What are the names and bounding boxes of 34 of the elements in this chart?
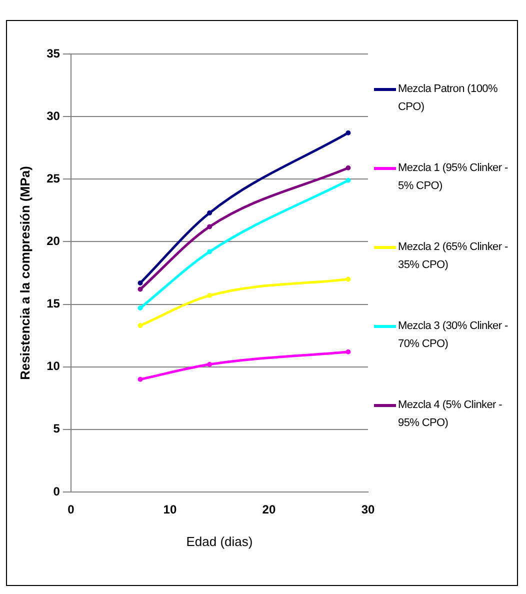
- point: [346, 165, 351, 170]
- legend-label: Mezcla 4 (5% Clinker - 95% CPO): [398, 398, 504, 431]
- legend-label: Mezcla 2 (65% Clinker - 35% CPO): [398, 240, 509, 273]
- point: [138, 376, 143, 382]
- x-axis-title: Edad (dias): [186, 534, 253, 549]
- point: [207, 293, 212, 298]
- point: [207, 249, 212, 254]
- legend-label: Mezcla 1 (95% Clinker - 5% CPO): [398, 161, 509, 194]
- x-tick-label: 0: [68, 502, 75, 517]
- point: [346, 178, 351, 183]
- point: [138, 286, 143, 292]
- y-tick-label: 25: [46, 171, 60, 186]
- y-tick-label: 30: [46, 108, 60, 123]
- legend-label: Mezcla Patron (100% CPO): [398, 82, 498, 115]
- legend-label: Mezcla 3 (30% Clinker - 70% CPO): [398, 319, 509, 352]
- point: [138, 280, 143, 286]
- point: [207, 224, 212, 230]
- y-tick-label: 20: [46, 234, 60, 248]
- point: [138, 323, 143, 328]
- x-tick-label: 30: [361, 502, 375, 517]
- y-tick-label: 15: [46, 296, 60, 311]
- point: [138, 306, 143, 311]
- point: [207, 210, 212, 216]
- y-tick-label: 35: [46, 46, 60, 60]
- point: [346, 130, 351, 136]
- point: [207, 362, 212, 367]
- x-tick-label: 10: [163, 502, 177, 517]
- y-tick-label: 10: [46, 359, 60, 374]
- y-tick-label: 0: [53, 484, 60, 498]
- y-axis-title: Resistencia a la compresión (MPa): [17, 166, 32, 380]
- y-tick-label: 5: [53, 422, 60, 436]
- x-tick-label: 20: [262, 502, 276, 517]
- point: [346, 276, 351, 282]
- point: [346, 349, 351, 354]
